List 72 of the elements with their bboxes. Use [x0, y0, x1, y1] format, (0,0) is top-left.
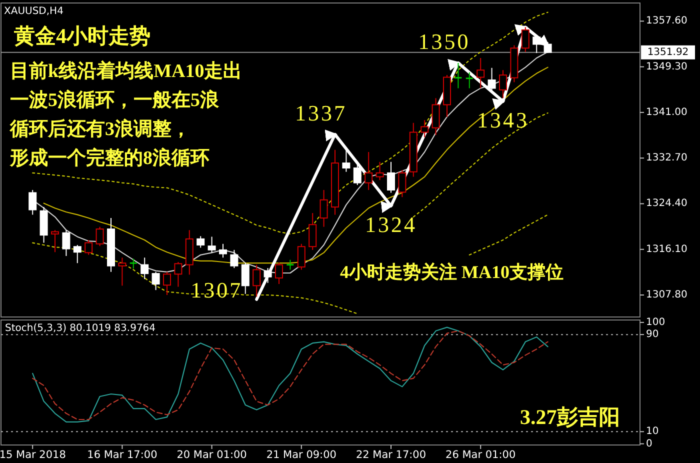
x-tick-label: 16 Mar 17:00 [87, 449, 158, 461]
x-tick-label: 22 Mar 17:00 [356, 449, 426, 461]
candlestick [264, 268, 272, 284]
y-tick-label: 1349.30 [646, 61, 688, 72]
candlestick [84, 240, 93, 256]
candlestick [118, 257, 126, 286]
y-tick-label: 1307.80 [646, 290, 688, 301]
annotation: 3.27彭吉阳 [520, 405, 620, 429]
candlestick [297, 243, 306, 270]
y-tick-label: 0 [646, 438, 652, 450]
candlestick [174, 262, 182, 288]
x-tick-label: 15 Mar 2018 [0, 449, 66, 461]
candlestick [252, 264, 261, 298]
y-tick-label: 1332.70 [646, 152, 688, 164]
x-tick-label: 26 Mar 01:00 [446, 449, 516, 461]
y-tick-label: 1316.10 [646, 244, 688, 255]
y-tick-label: 1341.00 [646, 106, 688, 118]
candlestick [129, 258, 138, 270]
candlestick [28, 189, 37, 216]
candlestick [152, 271, 160, 291]
candlestick [73, 244, 82, 264]
y-tick-label: 1324.40 [646, 198, 688, 210]
y-tick-label: 100 [646, 316, 666, 328]
y-tick-label: 10 [646, 426, 659, 438]
chart-subtitle: XAUUSD,H4 [4, 6, 64, 17]
line-series [468, 214, 548, 256]
candlestick [51, 230, 59, 253]
candlestick [521, 26, 530, 52]
candlestick [96, 226, 104, 247]
line-series [412, 112, 548, 218]
candlestick [208, 236, 216, 254]
candlestick [275, 262, 283, 285]
candlestick [342, 146, 350, 172]
candlestick [286, 259, 294, 270]
annotation: 形成一个完整的8浪循环 [9, 147, 210, 169]
annotation: 目前k线沿着均线MA10走出 [10, 60, 242, 82]
candlestick [488, 67, 496, 94]
candlestick [499, 70, 507, 99]
annotation: 4小时走势关注 MA10支撑位 [340, 262, 564, 282]
candlestick [387, 161, 395, 194]
candlestick [140, 257, 149, 280]
x-tick-label: 20 Mar 01:00 [176, 449, 247, 461]
y-tick-label: 90 [646, 329, 659, 340]
candlestick [454, 62, 462, 89]
text: 黄金4小时走势 [13, 24, 150, 48]
y-tick-label: 1357.60 [646, 16, 688, 27]
data-label: 1350 [418, 28, 470, 54]
chart-title: Stoch(5,3,3) 80.1019 83.9764 [5, 323, 156, 334]
candlestick [196, 236, 205, 248]
x-tick-label: 21 Mar 09:00 [266, 449, 336, 461]
candlestick [320, 189, 328, 228]
candlestick [163, 271, 171, 296]
candlestick [532, 34, 541, 54]
annotation: 循环后还有3浪调整， [9, 118, 190, 140]
ref-line-label: 1351.92 [647, 46, 689, 58]
candlestick [62, 230, 70, 256]
candlestick [219, 243, 227, 258]
data-label: 1324 [365, 212, 417, 237]
candlestick [476, 57, 485, 89]
data-label: 1337 [295, 100, 347, 126]
candlestick [308, 212, 317, 250]
candlestick [353, 162, 362, 186]
annotation: 一波5浪循环，一般在5浪 [10, 89, 220, 111]
candlestick [432, 98, 440, 136]
candlestick [465, 72, 474, 89]
data-label: 1343 [477, 107, 529, 132]
candlestick [376, 161, 384, 181]
candlestick [241, 262, 250, 294]
candlestick [420, 120, 429, 138]
candlestick [230, 249, 238, 269]
candlestick [364, 152, 373, 190]
candlestick [398, 170, 406, 198]
